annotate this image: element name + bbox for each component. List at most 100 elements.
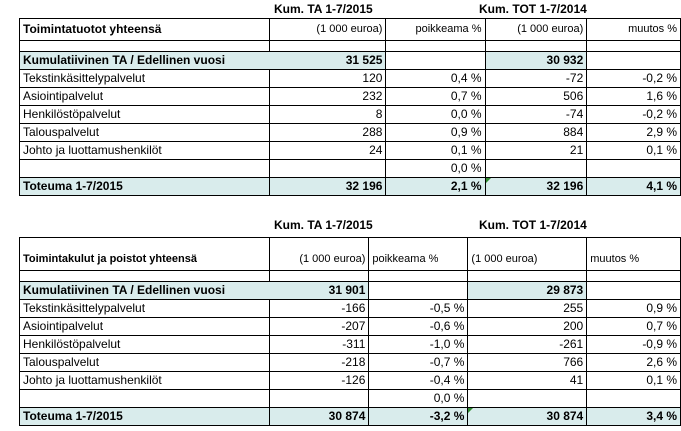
t1-total-label: Toteuma 1-7/2015 (18, 177, 271, 196)
t2-row-dev: -1,0 % (368, 335, 469, 354)
table-row: Henkilöstöpalvelut 8 0,0 % -74 -0,2 % (18, 105, 681, 124)
t2-total-ta: 30 874 (269, 407, 370, 426)
t1-row-label: Henkilöstöpalvelut (18, 105, 271, 124)
t1-row-dev: 0,9 % (385, 123, 486, 142)
t1-row-tot: 21 (484, 141, 588, 160)
t2-cum-tot: 29 873 (467, 281, 588, 300)
t1-row-dev: 0,1 % (385, 141, 486, 160)
t1-col-deviation: poikkeama % (385, 18, 486, 41)
t2-extra-dev: 0,0 % (368, 389, 469, 408)
t1-row-tot: -74 (484, 105, 588, 124)
table-row: Johto ja luottamushenkilöt -126 -0,4 % 4… (18, 371, 681, 390)
t2-row-dev: -0,6 % (368, 317, 469, 336)
t1-cum-tot: 30 932 (484, 51, 588, 70)
t1-total-tot: 32 196 (484, 177, 588, 196)
t2-row-tot: 766 (467, 353, 588, 372)
t2-row-change: 0,7 % (586, 317, 681, 336)
t1-row-change: -0,2 % (586, 69, 681, 88)
t2-header-tot: Kum. TOT 1-7/2014 (479, 218, 587, 232)
t2-header-ta: Kum. TA 1-7/2015 (274, 218, 373, 232)
t1-header-tot: Kum. TOT 1-7/2014 (479, 2, 587, 16)
t2-row-label: Talouspalvelut (18, 353, 271, 372)
t1-cum-label: Kumulatiivinen TA / Edellinen vuosi (18, 51, 271, 70)
t1-total-row: Toteuma 1-7/2015 32 196 2,1 % 32 196 4,1… (18, 177, 681, 196)
t2-row-dev: -0,7 % (368, 353, 469, 372)
t2-row-ta: -218 (269, 353, 370, 372)
t2-col-unit1: (1 000 euroa) (269, 237, 370, 271)
t1-row-ta: 8 (269, 105, 387, 124)
t2-row-tot: -261 (467, 335, 588, 354)
t2-row-change: -0,9 % (586, 335, 681, 354)
t2-row-label: Johto ja luottamushenkilöt (18, 371, 271, 390)
t2-cum-ta: 31 901 (269, 281, 370, 300)
t1-row-change: 0,1 % (586, 141, 681, 160)
t2-row-change: 0,1 % (586, 371, 681, 390)
t2-title: Toimintakulut ja poistot yhteensä (18, 237, 271, 271)
t1-total-ta: 32 196 (269, 177, 387, 196)
t1-row-dev: 0,7 % (385, 87, 486, 106)
t2-col-change: muutos % (586, 237, 681, 271)
t2-row-tot: 41 (467, 371, 588, 390)
t1-extra-dev: 0,0 % (385, 159, 486, 178)
t1-cum-ta: 31 525 (269, 51, 387, 70)
t2-total-tot: 30 874 (467, 407, 588, 426)
t2-row-ta: -207 (269, 317, 370, 336)
table-row: Talouspalvelut -218 -0,7 % 766 2,6 % (18, 353, 681, 372)
t1-row-ta: 120 (269, 69, 387, 88)
t2-row-dev: -0,5 % (368, 299, 469, 318)
table-row: Johto ja luottamushenkilöt 24 0,1 % 21 0… (18, 141, 681, 160)
t1-row-tot: 884 (484, 123, 588, 142)
t2-row-dev: -0,4 % (368, 371, 469, 390)
t1-title: Toimintatuotot yhteensä (18, 18, 271, 41)
t1-col-unit2: (1 000 euroa) (484, 18, 588, 41)
table-operating-income: Toimintatuotot yhteensä (1 000 euroa) po… (18, 18, 681, 196)
t1-col-unit1: (1 000 euroa) (269, 18, 387, 41)
t1-row-label: Talouspalvelut (18, 123, 271, 142)
t2-column-header-row: Toimintakulut ja poistot yhteensä (1 000… (18, 237, 681, 271)
t1-total-dev: 2,1 % (385, 177, 486, 196)
t2-col-unit2: (1 000 euroa) (467, 237, 588, 271)
t1-row-change: 1,6 % (586, 87, 681, 106)
t1-row-change: 2,9 % (586, 123, 681, 142)
table-row: Henkilöstöpalvelut -311 -1,0 % -261 -0,9… (18, 335, 681, 354)
t2-row-ta: -126 (269, 371, 370, 390)
t2-row-tot: 255 (467, 299, 588, 318)
t2-col-deviation: poikkeama % (368, 237, 469, 271)
t2-row-tot: 200 (467, 317, 588, 336)
t1-row-change: -0,2 % (586, 105, 681, 124)
t1-header-ta: Kum. TA 1-7/2015 (274, 2, 373, 16)
t1-row-label: Tekstinkäsittelypalvelut (18, 69, 271, 88)
t2-total-dev: -3,2 % (368, 407, 469, 426)
t1-row-tot: -72 (484, 69, 588, 88)
table-row: Tekstinkäsittelypalvelut -166 -0,5 % 255… (18, 299, 681, 318)
table-operating-expenses: Toimintakulut ja poistot yhteensä (1 000… (18, 237, 681, 426)
t1-row-ta: 232 (269, 87, 387, 106)
t2-row-ta: -166 (269, 299, 370, 318)
t2-cum-label: Kumulatiivinen TA / Edellinen vuosi (18, 281, 271, 300)
t1-cumulative-row: Kumulatiivinen TA / Edellinen vuosi 31 5… (18, 51, 681, 70)
table-row: Talouspalvelut 288 0,9 % 884 2,9 % (18, 123, 681, 142)
t2-extra-row: 0,0 % (18, 389, 681, 408)
t1-row-label: Johto ja luottamushenkilöt (18, 141, 271, 160)
t2-row-label: Asiointipalvelut (18, 317, 271, 336)
t1-total-change: 4,1 % (586, 177, 681, 196)
t1-row-ta: 24 (269, 141, 387, 160)
t2-row-change: 2,6 % (586, 353, 681, 372)
t2-row-change: 0,9 % (586, 299, 681, 318)
t1-extra-row: 0,0 % (18, 159, 681, 178)
t2-row-ta: -311 (269, 335, 370, 354)
t2-total-row: Toteuma 1-7/2015 30 874 -3,2 % 30 874 3,… (18, 407, 681, 426)
t2-row-label: Henkilöstöpalvelut (18, 335, 271, 354)
t1-row-dev: 0,4 % (385, 69, 486, 88)
table-row: Tekstinkäsittelypalvelut 120 0,4 % -72 -… (18, 69, 681, 88)
t1-row-ta: 288 (269, 123, 387, 142)
t2-total-change: 3,4 % (586, 407, 681, 426)
t2-cumulative-row: Kumulatiivinen TA / Edellinen vuosi 31 9… (18, 281, 681, 300)
t1-row-label: Asiointipalvelut (18, 87, 271, 106)
t2-row-label: Tekstinkäsittelypalvelut (18, 299, 271, 318)
t1-column-header-row: Toimintatuotot yhteensä (1 000 euroa) po… (18, 18, 681, 41)
t1-row-dev: 0,0 % (385, 105, 486, 124)
table-row: Asiointipalvelut -207 -0,6 % 200 0,7 % (18, 317, 681, 336)
t1-row-tot: 506 (484, 87, 588, 106)
t1-col-change: muutos % (586, 18, 681, 41)
